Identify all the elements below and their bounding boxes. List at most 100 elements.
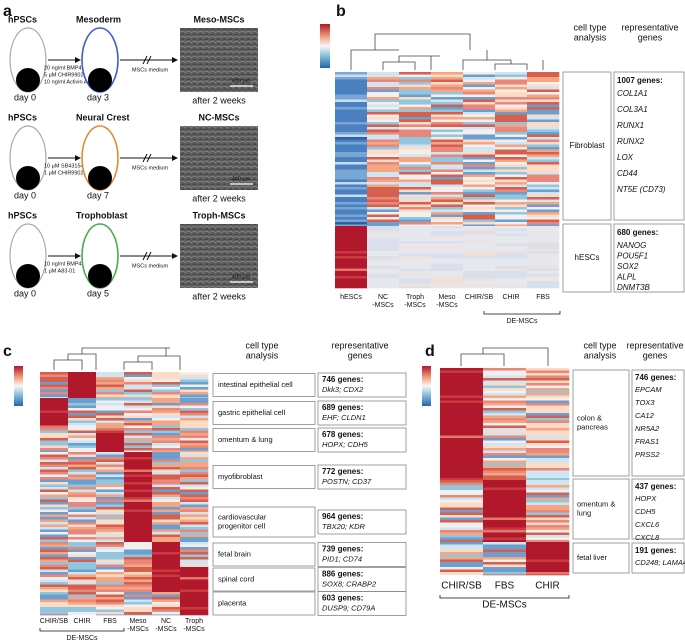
heatmap-cell [526, 572, 570, 575]
heatmap-cell [335, 179, 368, 183]
heatmap-cell [526, 423, 570, 426]
heatmap-cell [96, 589, 125, 593]
heatmap-cell [431, 187, 464, 190]
heatmap-cell [68, 549, 97, 553]
heatmap-cell [483, 478, 527, 481]
heatmap-cell [152, 418, 181, 421]
heatmap-cell [431, 207, 464, 210]
heatmap-cell [335, 241, 368, 244]
heatmap-cell [367, 102, 400, 105]
heatmap-cell [40, 582, 69, 585]
heatmap-cell [124, 594, 153, 598]
heatmap-cell [152, 435, 181, 439]
heatmap-cell [124, 374, 153, 378]
heatmap-cell [335, 102, 368, 105]
heatmap-cell [96, 372, 125, 375]
heatmap-cell [335, 154, 368, 158]
annotation-box [317, 542, 407, 567]
heatmap-cell [440, 458, 484, 461]
heatmap-cell [527, 94, 560, 98]
heatmap-cell [40, 405, 69, 409]
heatmap-cell [399, 79, 432, 83]
heatmap-cell [440, 572, 484, 575]
heatmap-cell [367, 129, 400, 133]
heatmap-cell [124, 430, 153, 434]
heatmap-cell [399, 147, 432, 150]
annotation-box [613, 71, 685, 221]
heatmap-cell [96, 489, 125, 493]
heatmap-cell [483, 440, 527, 444]
heatmap-cell [96, 487, 125, 490]
gene-count: 739 genes: [322, 545, 363, 554]
heatmap-cell [440, 415, 484, 419]
heatmap-cell [68, 408, 97, 411]
heatmap-cell [124, 587, 153, 590]
heatmap-cell [367, 92, 400, 95]
heatmap-cell [367, 231, 400, 234]
heatmap-cell [124, 502, 153, 505]
heatmap-cell [180, 415, 209, 419]
group-label: DE-MSCs [506, 318, 538, 325]
heatmap-cell [68, 469, 97, 473]
annotation-box [562, 71, 612, 221]
heatmap-cell [152, 472, 181, 475]
heatmap-cell [431, 117, 464, 120]
heatmap-cell [483, 460, 527, 464]
heatmap-cell [335, 251, 368, 254]
heatmap-cell [335, 217, 368, 220]
heatmap-cell [180, 374, 209, 378]
heatmap-cell [527, 248, 560, 252]
heatmap-cell [463, 194, 496, 198]
heatmap-cell [495, 271, 528, 274]
heatmap-cell [495, 256, 528, 259]
heatmap-cell [440, 373, 484, 376]
heatmap-cell [367, 238, 400, 242]
heatmap-cell [152, 557, 181, 560]
heatmap-cell [399, 94, 432, 98]
heatmap-cell [68, 392, 97, 395]
heatmap-cell [40, 527, 69, 530]
heatmap-cell [399, 202, 432, 205]
heatmap-cell [463, 199, 496, 203]
heatmap-cell [335, 172, 368, 175]
break-mark [142, 153, 152, 163]
heatmap-cell [495, 84, 528, 88]
heatmap-cell [495, 139, 528, 143]
heatmap-cell [180, 509, 209, 513]
heatmap-cell [526, 525, 570, 528]
heatmap-cell [40, 428, 69, 431]
heatmap-cell [483, 373, 527, 376]
heatmap-cell [152, 408, 181, 411]
heatmap-cell [526, 507, 570, 511]
heatmap-cell [367, 74, 400, 78]
intermediate-label: Neural Crest [76, 112, 130, 122]
heatmap-cell [431, 286, 464, 289]
heatmap-cell [68, 433, 97, 436]
heatmap-cell [526, 542, 570, 545]
heatmap-cell [463, 87, 496, 90]
heatmap-cell [526, 490, 570, 493]
time-label: after 2 weeks [192, 291, 246, 301]
heatmap-cell [68, 609, 97, 613]
heatmap-cell [527, 157, 560, 160]
heatmap-cell [483, 445, 527, 449]
heatmap-cell [440, 510, 484, 513]
heatmap-cell [440, 438, 484, 441]
heatmap-cell [96, 574, 125, 578]
heatmap-cell [152, 492, 181, 495]
heatmap-cell [68, 389, 97, 393]
heatmap-cell [68, 499, 97, 503]
heatmap-cell [463, 134, 496, 138]
gene: SOX2 [617, 262, 639, 271]
heatmap-cell [440, 540, 484, 543]
heatmap-cell [40, 440, 69, 444]
heatmap-cell [124, 592, 153, 595]
heatmap-cell [96, 435, 125, 439]
heatmap-cell [124, 469, 153, 473]
heatmap-cell [152, 567, 181, 570]
gene: LOX [617, 153, 634, 162]
heatmap-cell [40, 507, 69, 510]
heatmap-cell [96, 559, 125, 563]
heatmap-cell [152, 504, 181, 508]
annotation-box [631, 542, 685, 574]
